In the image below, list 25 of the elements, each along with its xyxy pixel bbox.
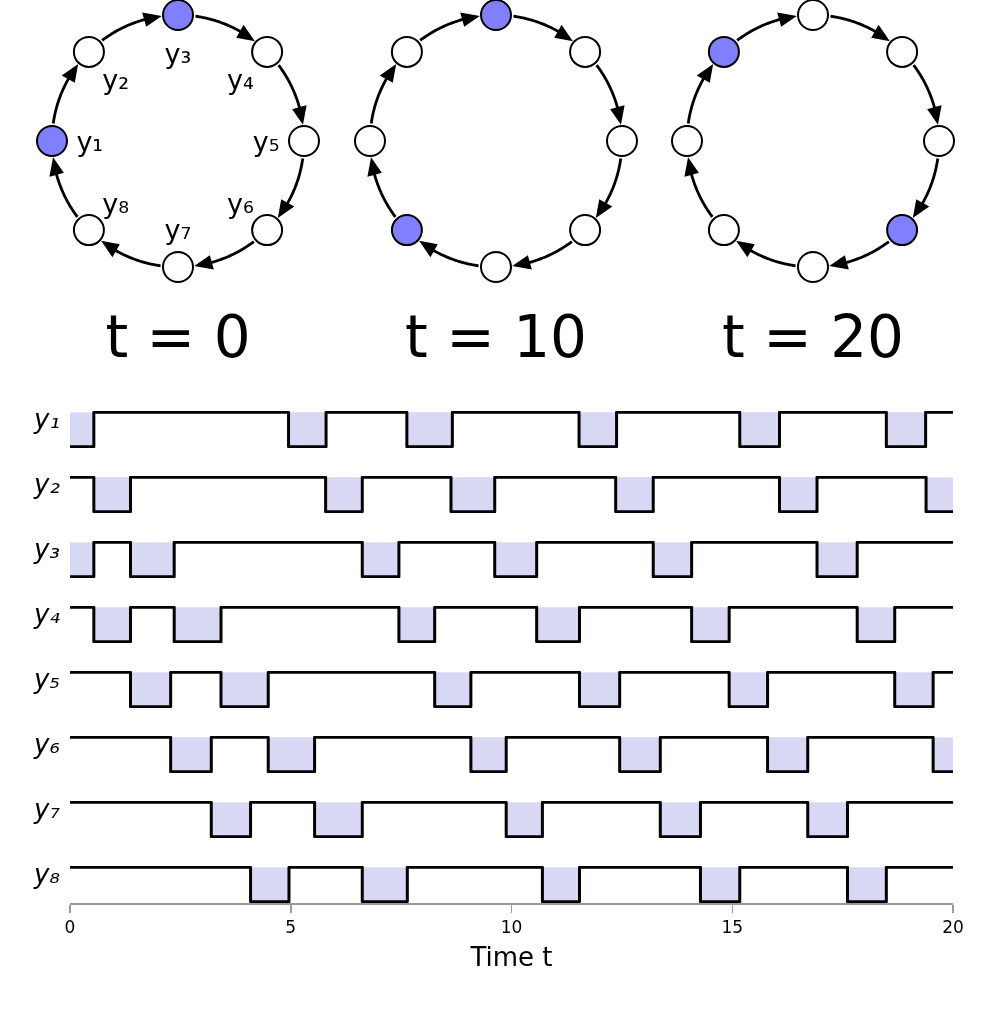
y-axis-title: y₁ [33,403,60,434]
x-tick-label: 0 [64,916,76,937]
x-axis-title: Time t [469,941,553,972]
y-axis-title: y₄ [33,598,61,629]
category-label: y₈ [102,187,130,219]
text: t = 0 [105,303,251,371]
y-axis-title: y₃ [33,533,60,564]
x-tick-label: 10 [500,916,523,937]
y-axis-title: y₅ [33,663,60,694]
x-tick-label: 20 [942,916,964,937]
category-label: y₂ [102,63,130,95]
category-label: y₁ [76,125,104,157]
text: t = 20 [721,303,905,371]
category-label: y₃ [164,37,192,69]
text: t = 10 [404,303,587,371]
y-axis-title: y₈ [33,858,60,889]
x-tick-label: 5 [285,916,297,937]
y-axis-title: y₆ [33,728,60,759]
category-label: y₅ [252,125,280,157]
category-label: y₆ [226,187,254,219]
y-axis-title: y₇ [33,793,61,824]
y-axis-title: y₂ [33,468,60,499]
x-tick-label: 15 [721,916,744,937]
category-label: y₇ [164,213,192,245]
category-label: y₄ [226,63,254,95]
